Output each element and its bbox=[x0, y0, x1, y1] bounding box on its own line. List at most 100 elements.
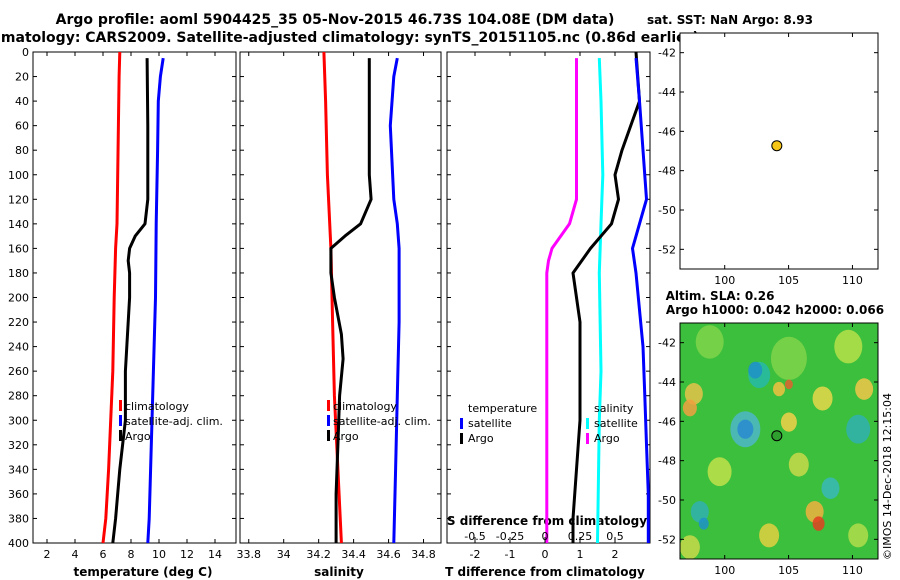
diff-series-s-difference-satellite bbox=[545, 58, 578, 543]
sst-map-ytick-label: -42 bbox=[658, 47, 676, 60]
diff-legend-sal-argo: Argo bbox=[594, 432, 620, 445]
sla-map-ytick-label: -52 bbox=[658, 533, 676, 546]
temp-xtick-label: 8 bbox=[128, 548, 135, 561]
sla-field-blob bbox=[848, 523, 869, 548]
altim-title-line2: Argo h1000: 0.042 h2000: 0.066 bbox=[666, 303, 884, 317]
imos-credit: ©IMOS 14-Dec-2018 12:15:04 bbox=[881, 393, 894, 560]
diff-legend-temp-sat-swatch bbox=[460, 418, 463, 429]
sla-field-blob bbox=[834, 329, 863, 364]
depth-tick-label: 360 bbox=[8, 488, 29, 501]
temp-xtick-label: 2 bbox=[44, 548, 51, 561]
diff-legend-temp-argo-swatch bbox=[460, 433, 463, 444]
temp-xtick-label: 4 bbox=[72, 548, 79, 561]
sal-legend-swatch bbox=[327, 430, 330, 441]
depth-tick-label: 300 bbox=[8, 414, 29, 427]
sla-field-blob bbox=[855, 378, 874, 400]
sst-field-background bbox=[680, 33, 878, 269]
sal-xtick-label: 34 bbox=[277, 548, 291, 561]
sla-field-blob bbox=[690, 501, 709, 523]
salinity-xlabel: salinity bbox=[314, 565, 364, 579]
sla-field-blob bbox=[759, 523, 780, 548]
sla-field-blob bbox=[784, 379, 793, 390]
diff-xtick-label: 1 bbox=[577, 548, 584, 561]
temp-frame bbox=[32, 51, 237, 544]
depth-tick-label: 80 bbox=[15, 144, 29, 157]
diff-xtick-label: 2 bbox=[612, 548, 619, 561]
sal-xtick-label: 34.4 bbox=[341, 548, 366, 561]
sla-field-blob bbox=[698, 517, 709, 530]
diff-legend-temp-argo: Argo bbox=[468, 432, 494, 445]
sal-xtick-label: 34.6 bbox=[376, 548, 401, 561]
sla-field-blob bbox=[773, 381, 785, 397]
sal-legend-label: satellite-adj. clim. bbox=[333, 415, 431, 428]
depth-tick-label: 340 bbox=[8, 463, 29, 476]
diff-top-tick-label: 0.5 bbox=[606, 530, 624, 543]
depth-tick-label: 240 bbox=[8, 341, 29, 354]
depth-tick-label: 280 bbox=[8, 390, 29, 403]
sla-field-blob bbox=[846, 414, 871, 444]
sla-map-xtick-label: 105 bbox=[778, 564, 799, 577]
diff-legend-temp-sat: satellite bbox=[468, 417, 512, 430]
sst-map-frame bbox=[679, 32, 879, 270]
temp-series-satellite-adj-clim- bbox=[146, 57, 165, 544]
diff-top-tick-label: 0 bbox=[542, 530, 549, 543]
diff-legend-sal-sat-swatch bbox=[586, 418, 589, 429]
diff-legend-sal-argo-swatch bbox=[586, 433, 589, 444]
sla-field-blob bbox=[695, 325, 724, 359]
temp-legend-label: Argo bbox=[125, 430, 151, 443]
sal-xtick-label: 34.8 bbox=[411, 548, 436, 561]
sst-map-xtick-label: 110 bbox=[842, 274, 863, 287]
temperature-xlabel: temperature (deg C) bbox=[74, 565, 213, 579]
sla-map-ytick-label: -48 bbox=[658, 455, 676, 468]
depth-tick-label: 20 bbox=[15, 71, 29, 84]
temp-xtick-label: 14 bbox=[208, 548, 222, 561]
temp-series-climatology bbox=[101, 51, 122, 544]
diff-legend-sal-sat: satellite bbox=[594, 417, 638, 430]
sst-map-title: sat. SST: NaN Argo: 8.93 bbox=[647, 13, 813, 27]
depth-tick-label: 200 bbox=[8, 292, 29, 305]
sst-map-ytick-label: -46 bbox=[658, 125, 676, 138]
sal-frame bbox=[239, 51, 442, 544]
sst-map-ytick-label: -48 bbox=[658, 165, 676, 178]
sla-field-blob bbox=[682, 399, 697, 417]
sst-map-ytick-label: -50 bbox=[658, 204, 676, 217]
depth-tick-label: 320 bbox=[8, 439, 29, 452]
depth-tick-label: 380 bbox=[8, 512, 29, 525]
diff-xlabel: T difference from climatology bbox=[445, 565, 645, 579]
diff-top-tick-label: -0.5 bbox=[464, 530, 485, 543]
depth-tick-label: 40 bbox=[15, 95, 29, 108]
depth-tick-label: 220 bbox=[8, 316, 29, 329]
depth-tick-label: 260 bbox=[8, 365, 29, 378]
temp-series-argo bbox=[111, 58, 150, 544]
sal-series-argo bbox=[329, 58, 373, 543]
sla-field-blob bbox=[821, 477, 840, 500]
diff-legend-sal-heading: salinity bbox=[594, 402, 634, 415]
temp-legend-swatch bbox=[119, 430, 122, 441]
title-line1: Argo profile: aoml 5904425_35 05-Nov-201… bbox=[56, 12, 615, 28]
sal-series-climatology bbox=[322, 51, 343, 544]
depth-tick-label: 100 bbox=[8, 169, 29, 182]
sla-field-blob bbox=[748, 361, 763, 379]
altim-title-line1: Altim. SLA: 0.26 bbox=[666, 289, 775, 303]
sla-map-xtick-label: 100 bbox=[714, 564, 735, 577]
diff-legend-temp-heading: temperature bbox=[468, 402, 537, 415]
sla-map-ytick-label: -42 bbox=[658, 337, 676, 350]
sla-field-blob bbox=[788, 452, 809, 477]
sal-legend-label: climatology bbox=[333, 400, 397, 413]
sst-map-ytick-label: -44 bbox=[658, 86, 676, 99]
sla-map-argo-position-point bbox=[771, 430, 783, 442]
temp-xtick-label: 10 bbox=[152, 548, 166, 561]
sal-legend-label: Argo bbox=[333, 430, 359, 443]
sst-map-ytick-label: -52 bbox=[658, 243, 676, 256]
sal-legend-swatch bbox=[327, 415, 330, 426]
diff-series-s-difference-argo bbox=[631, 57, 650, 543]
sst-map-xtick-label: 100 bbox=[714, 274, 735, 287]
sla-field-blob bbox=[679, 535, 700, 560]
depth-tick-label: 180 bbox=[8, 267, 29, 280]
sst-map-xtick-label: 105 bbox=[778, 274, 799, 287]
temp-xtick-label: 12 bbox=[180, 548, 194, 561]
depth-tick-label: 160 bbox=[8, 242, 29, 255]
sla-map-xtick-label: 110 bbox=[842, 564, 863, 577]
